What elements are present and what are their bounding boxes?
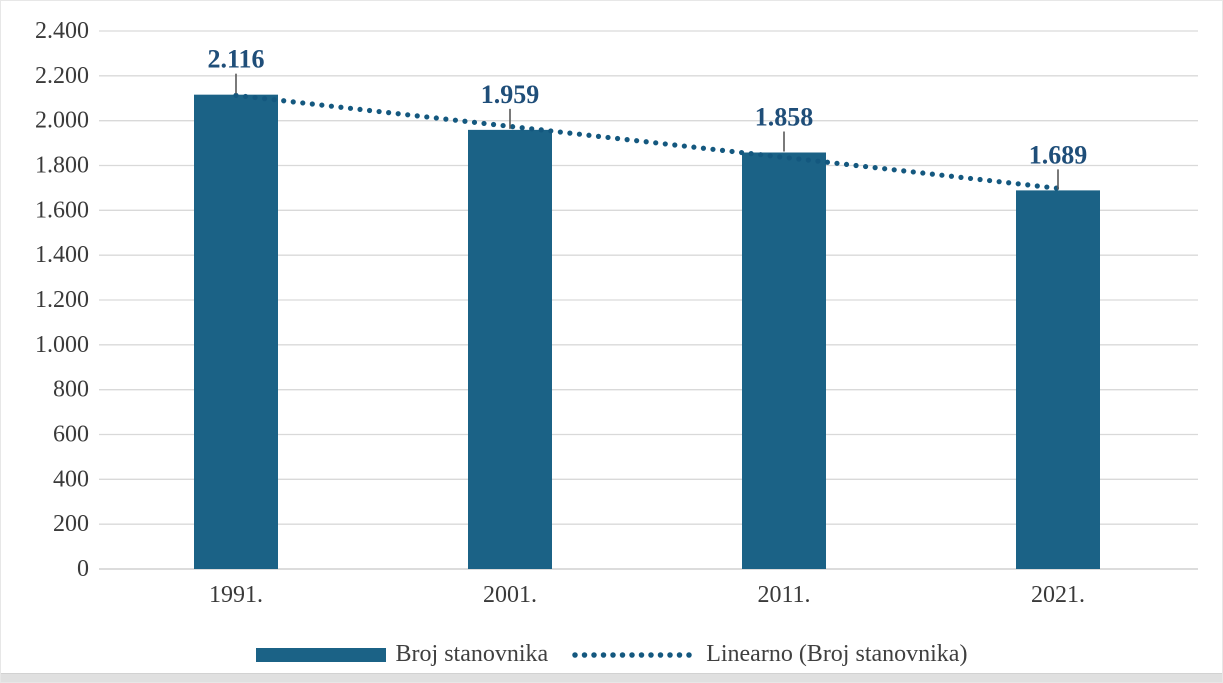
bar: [468, 129, 552, 570]
y-tick-label: 2.400: [35, 18, 89, 44]
bar-data-label: 1.689: [1029, 140, 1088, 169]
bar: [1016, 190, 1100, 569]
bottom-strip: [1, 673, 1222, 682]
y-tick-label: 1.000: [35, 332, 89, 358]
plot-area: 2.400 2.200 2.000 1.800 1.600 1.400 1.200 1.000…: [35, 18, 1198, 608]
legend: Broj stanovnika Linearno (Broj stanovnik…: [1, 641, 1222, 668]
y-tick-label: 800: [53, 377, 89, 403]
y-tick-label: 400: [53, 466, 89, 492]
y-tick-label: 2.000: [35, 108, 89, 134]
legend-trendline-label: Linearno (Broj stanovnika): [706, 641, 968, 667]
x-tick-label: 2011.: [757, 582, 810, 608]
y-tick-label: 200: [53, 511, 89, 537]
bar: [194, 94, 278, 569]
y-tick-label: 600: [53, 422, 89, 448]
x-tick-label: 2001.: [483, 582, 537, 608]
bar-data-label: 1.959: [481, 80, 540, 109]
y-tick-label: 1.400: [35, 242, 89, 268]
legend-bar-label: Broj stanovnika: [395, 641, 549, 667]
bar: [742, 152, 826, 569]
x-tick-label: 2021.: [1031, 582, 1085, 608]
legend-trendline-swatch-icon: [572, 651, 695, 658]
y-tick-label: 0: [77, 556, 89, 582]
y-tick-label: 2.200: [35, 63, 89, 89]
bar-data-label: 2.116: [207, 45, 264, 74]
legend-bar-swatch-icon: [255, 647, 386, 662]
trendline: [233, 92, 1061, 191]
y-tick-label: 1.800: [35, 153, 89, 179]
x-tick-label: 1991.: [209, 582, 263, 608]
bar-data-label: 1.858: [755, 102, 814, 131]
y-tick-label: 1.600: [35, 197, 89, 223]
y-tick-label: 1.200: [35, 287, 89, 313]
